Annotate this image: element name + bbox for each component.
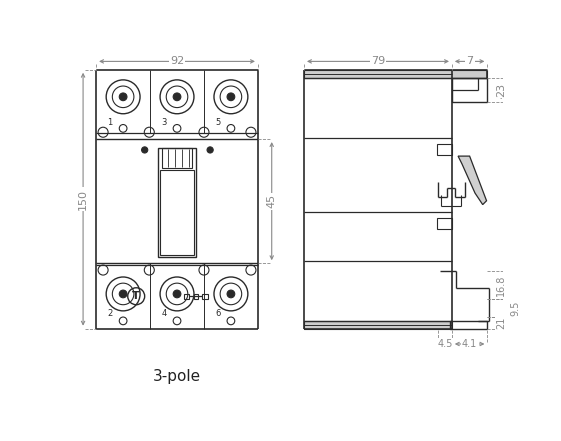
Text: 6: 6 (215, 309, 220, 318)
Text: 4: 4 (162, 309, 167, 318)
Circle shape (227, 93, 234, 101)
Bar (452, 78, 488, 102)
Text: 5: 5 (215, 118, 220, 127)
Bar (436, 218, 452, 229)
Circle shape (227, 290, 234, 298)
Polygon shape (458, 156, 486, 205)
Circle shape (141, 147, 148, 153)
Bar (436, 144, 452, 154)
Text: 4.1: 4.1 (462, 339, 477, 349)
Text: 21: 21 (496, 317, 506, 329)
Bar (304, 70, 488, 78)
Circle shape (207, 147, 213, 153)
Text: 79: 79 (371, 56, 385, 67)
Bar (194, 294, 198, 299)
Text: 45: 45 (266, 194, 277, 208)
Bar (449, 321, 488, 329)
Text: T: T (132, 291, 140, 301)
Bar (203, 294, 208, 299)
Text: 2: 2 (107, 309, 113, 318)
Circle shape (173, 93, 181, 101)
Bar (184, 294, 189, 299)
Text: 3: 3 (161, 118, 167, 127)
Bar (160, 170, 194, 255)
Text: 23: 23 (496, 83, 506, 97)
Circle shape (119, 93, 127, 101)
Bar (304, 321, 452, 329)
Bar (162, 149, 192, 168)
Text: 92: 92 (170, 56, 184, 67)
Circle shape (119, 290, 127, 298)
Text: 16.8: 16.8 (496, 274, 506, 296)
Bar (158, 149, 196, 257)
Text: 150: 150 (78, 189, 88, 210)
Text: 7: 7 (466, 56, 473, 67)
Circle shape (173, 290, 181, 298)
Text: 3-pole: 3-pole (153, 369, 201, 384)
Text: 1: 1 (107, 118, 113, 127)
Text: 4.5: 4.5 (437, 339, 453, 349)
Text: 9.5: 9.5 (510, 300, 520, 316)
